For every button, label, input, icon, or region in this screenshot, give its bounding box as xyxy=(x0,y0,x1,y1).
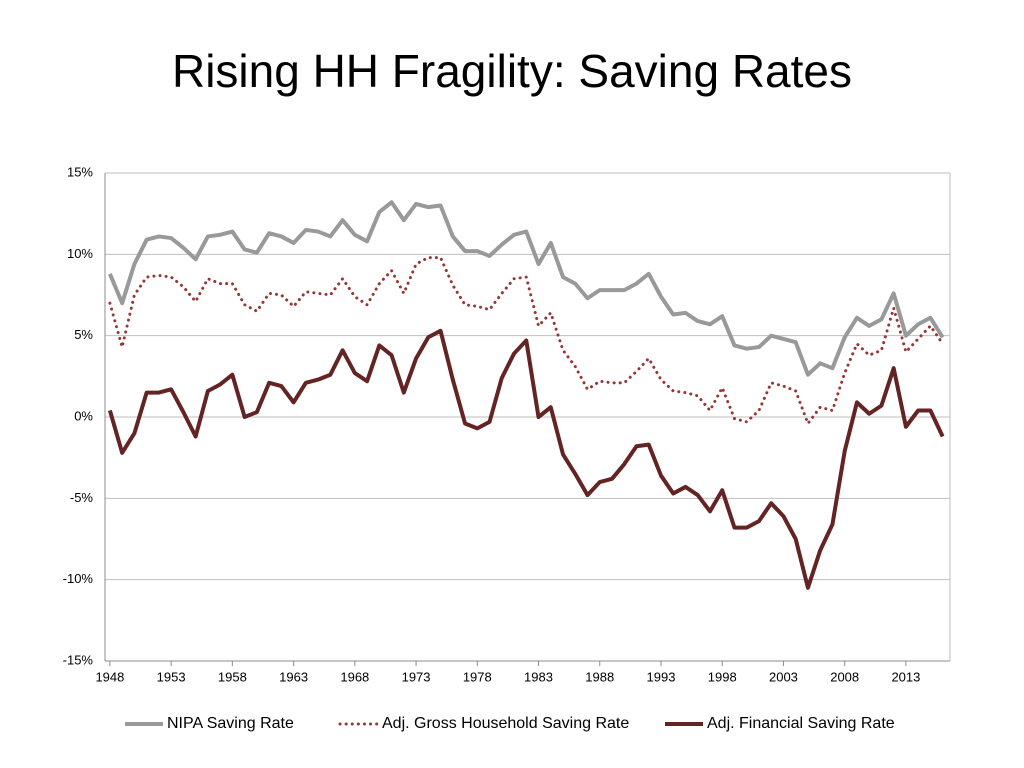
x-tick-label: 1993 xyxy=(647,669,676,684)
x-tick-label: 1973 xyxy=(402,669,431,684)
x-tick-label: 1983 xyxy=(524,669,553,684)
y-tick-label: 0% xyxy=(74,408,93,423)
series-line xyxy=(108,200,945,377)
series-line xyxy=(107,328,945,590)
chart-title: Rising HH Fragility: Saving Rates xyxy=(172,45,852,97)
x-tick-label: 2008 xyxy=(830,669,859,684)
legend-label: NIPA Saving Rate xyxy=(167,715,294,732)
y-tick-label: -5% xyxy=(70,490,94,505)
y-tick-label: 5% xyxy=(74,327,93,342)
x-tick-label: 1953 xyxy=(157,669,186,684)
x-tick-label: 1948 xyxy=(95,669,124,684)
x-tick-label: 1988 xyxy=(585,669,614,684)
x-tick-label: 1968 xyxy=(340,669,369,684)
legend-label: Adj. Financial Saving Rate xyxy=(707,715,895,732)
y-tick-label: -10% xyxy=(63,571,94,586)
y-tick-label: 15% xyxy=(67,164,93,179)
x-tick-label: 1963 xyxy=(279,669,308,684)
y-tick-label: -15% xyxy=(63,652,94,667)
legend-label: Adj. Gross Household Saving Rate xyxy=(382,715,629,732)
x-tick-label: 1978 xyxy=(463,669,492,684)
x-tick-label: 1998 xyxy=(708,669,737,684)
y-tick-label: 10% xyxy=(67,246,93,261)
x-tick-label: 2003 xyxy=(769,669,798,684)
x-tick-label: 2013 xyxy=(891,669,920,684)
series-line xyxy=(108,256,945,427)
x-tick-label: 1958 xyxy=(218,669,247,684)
